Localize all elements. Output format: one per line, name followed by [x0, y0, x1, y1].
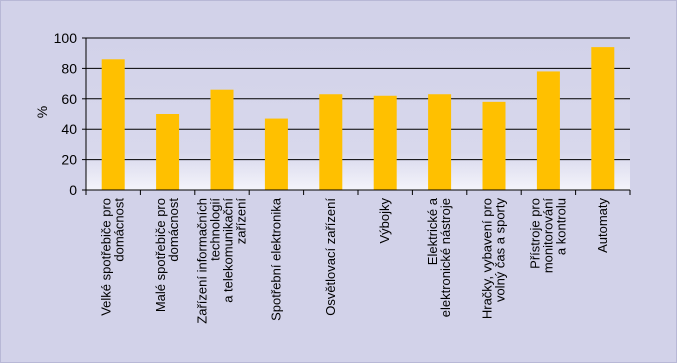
- x-tick-label-line: Elektrické a: [425, 197, 440, 265]
- x-tick-label: Osvětlovací zařízení: [323, 198, 338, 316]
- x-tick-label-line: Spotřební elektronika: [268, 197, 283, 321]
- x-tick-label-line: domácnost: [166, 198, 181, 262]
- y-axis-label: %: [34, 106, 50, 118]
- y-tick-labels: 0 20 40 60 80 100: [54, 30, 78, 198]
- bars: [101, 47, 615, 191]
- x-tick-label-line: Přístroje pro: [527, 198, 542, 269]
- x-tick-label-line: a telekomunikační: [221, 198, 236, 303]
- bar: [536, 71, 560, 190]
- x-tick-label: Automaty: [595, 198, 610, 253]
- x-tick-label-line: Hračky, vybavení pro: [480, 198, 495, 319]
- x-tick-label-line: monitorování: [540, 198, 555, 274]
- bar: [482, 101, 506, 190]
- x-tick-label-line: Automaty: [595, 198, 610, 253]
- x-tick-label-line: zařízení: [234, 198, 249, 245]
- x-tick-label: Spotřební elektronika: [268, 197, 283, 321]
- y-tick-label: 40: [61, 121, 77, 137]
- y-tick-label: 100: [54, 30, 78, 46]
- x-tick-label: Výbojky: [377, 198, 392, 244]
- x-tick-label-line: Velké spotřebiče pro: [99, 198, 114, 316]
- x-tick-label-line: elektronické nástroje: [438, 198, 453, 317]
- bar: [373, 95, 397, 190]
- x-tick-label-line: domácnost: [112, 198, 127, 262]
- bar: [210, 89, 234, 190]
- bar: [319, 94, 343, 190]
- x-tick-label-line: technologií: [208, 198, 223, 261]
- x-tick-label-line: Výbojky: [377, 198, 392, 244]
- x-tick-label-line: volný čas a sporty: [493, 198, 508, 303]
- bar: [101, 59, 125, 190]
- y-tick-label: 20: [61, 152, 77, 168]
- bar: [156, 114, 180, 190]
- bar: [264, 118, 288, 190]
- y-tick-label: 60: [61, 91, 77, 107]
- x-tick-label-line: a kontrolu: [553, 198, 568, 255]
- y-tick-label: 80: [61, 60, 77, 76]
- axes: [82, 37, 631, 195]
- x-tick-label-line: Osvětlovací zařízení: [323, 198, 338, 316]
- x-tick-label-line: Malé spotřebiče pro: [153, 198, 168, 312]
- y-tick-label: 0: [69, 182, 77, 198]
- bar: [428, 94, 452, 190]
- x-tick-label-line: Zařízení informačních: [195, 198, 210, 324]
- bar: [591, 47, 615, 191]
